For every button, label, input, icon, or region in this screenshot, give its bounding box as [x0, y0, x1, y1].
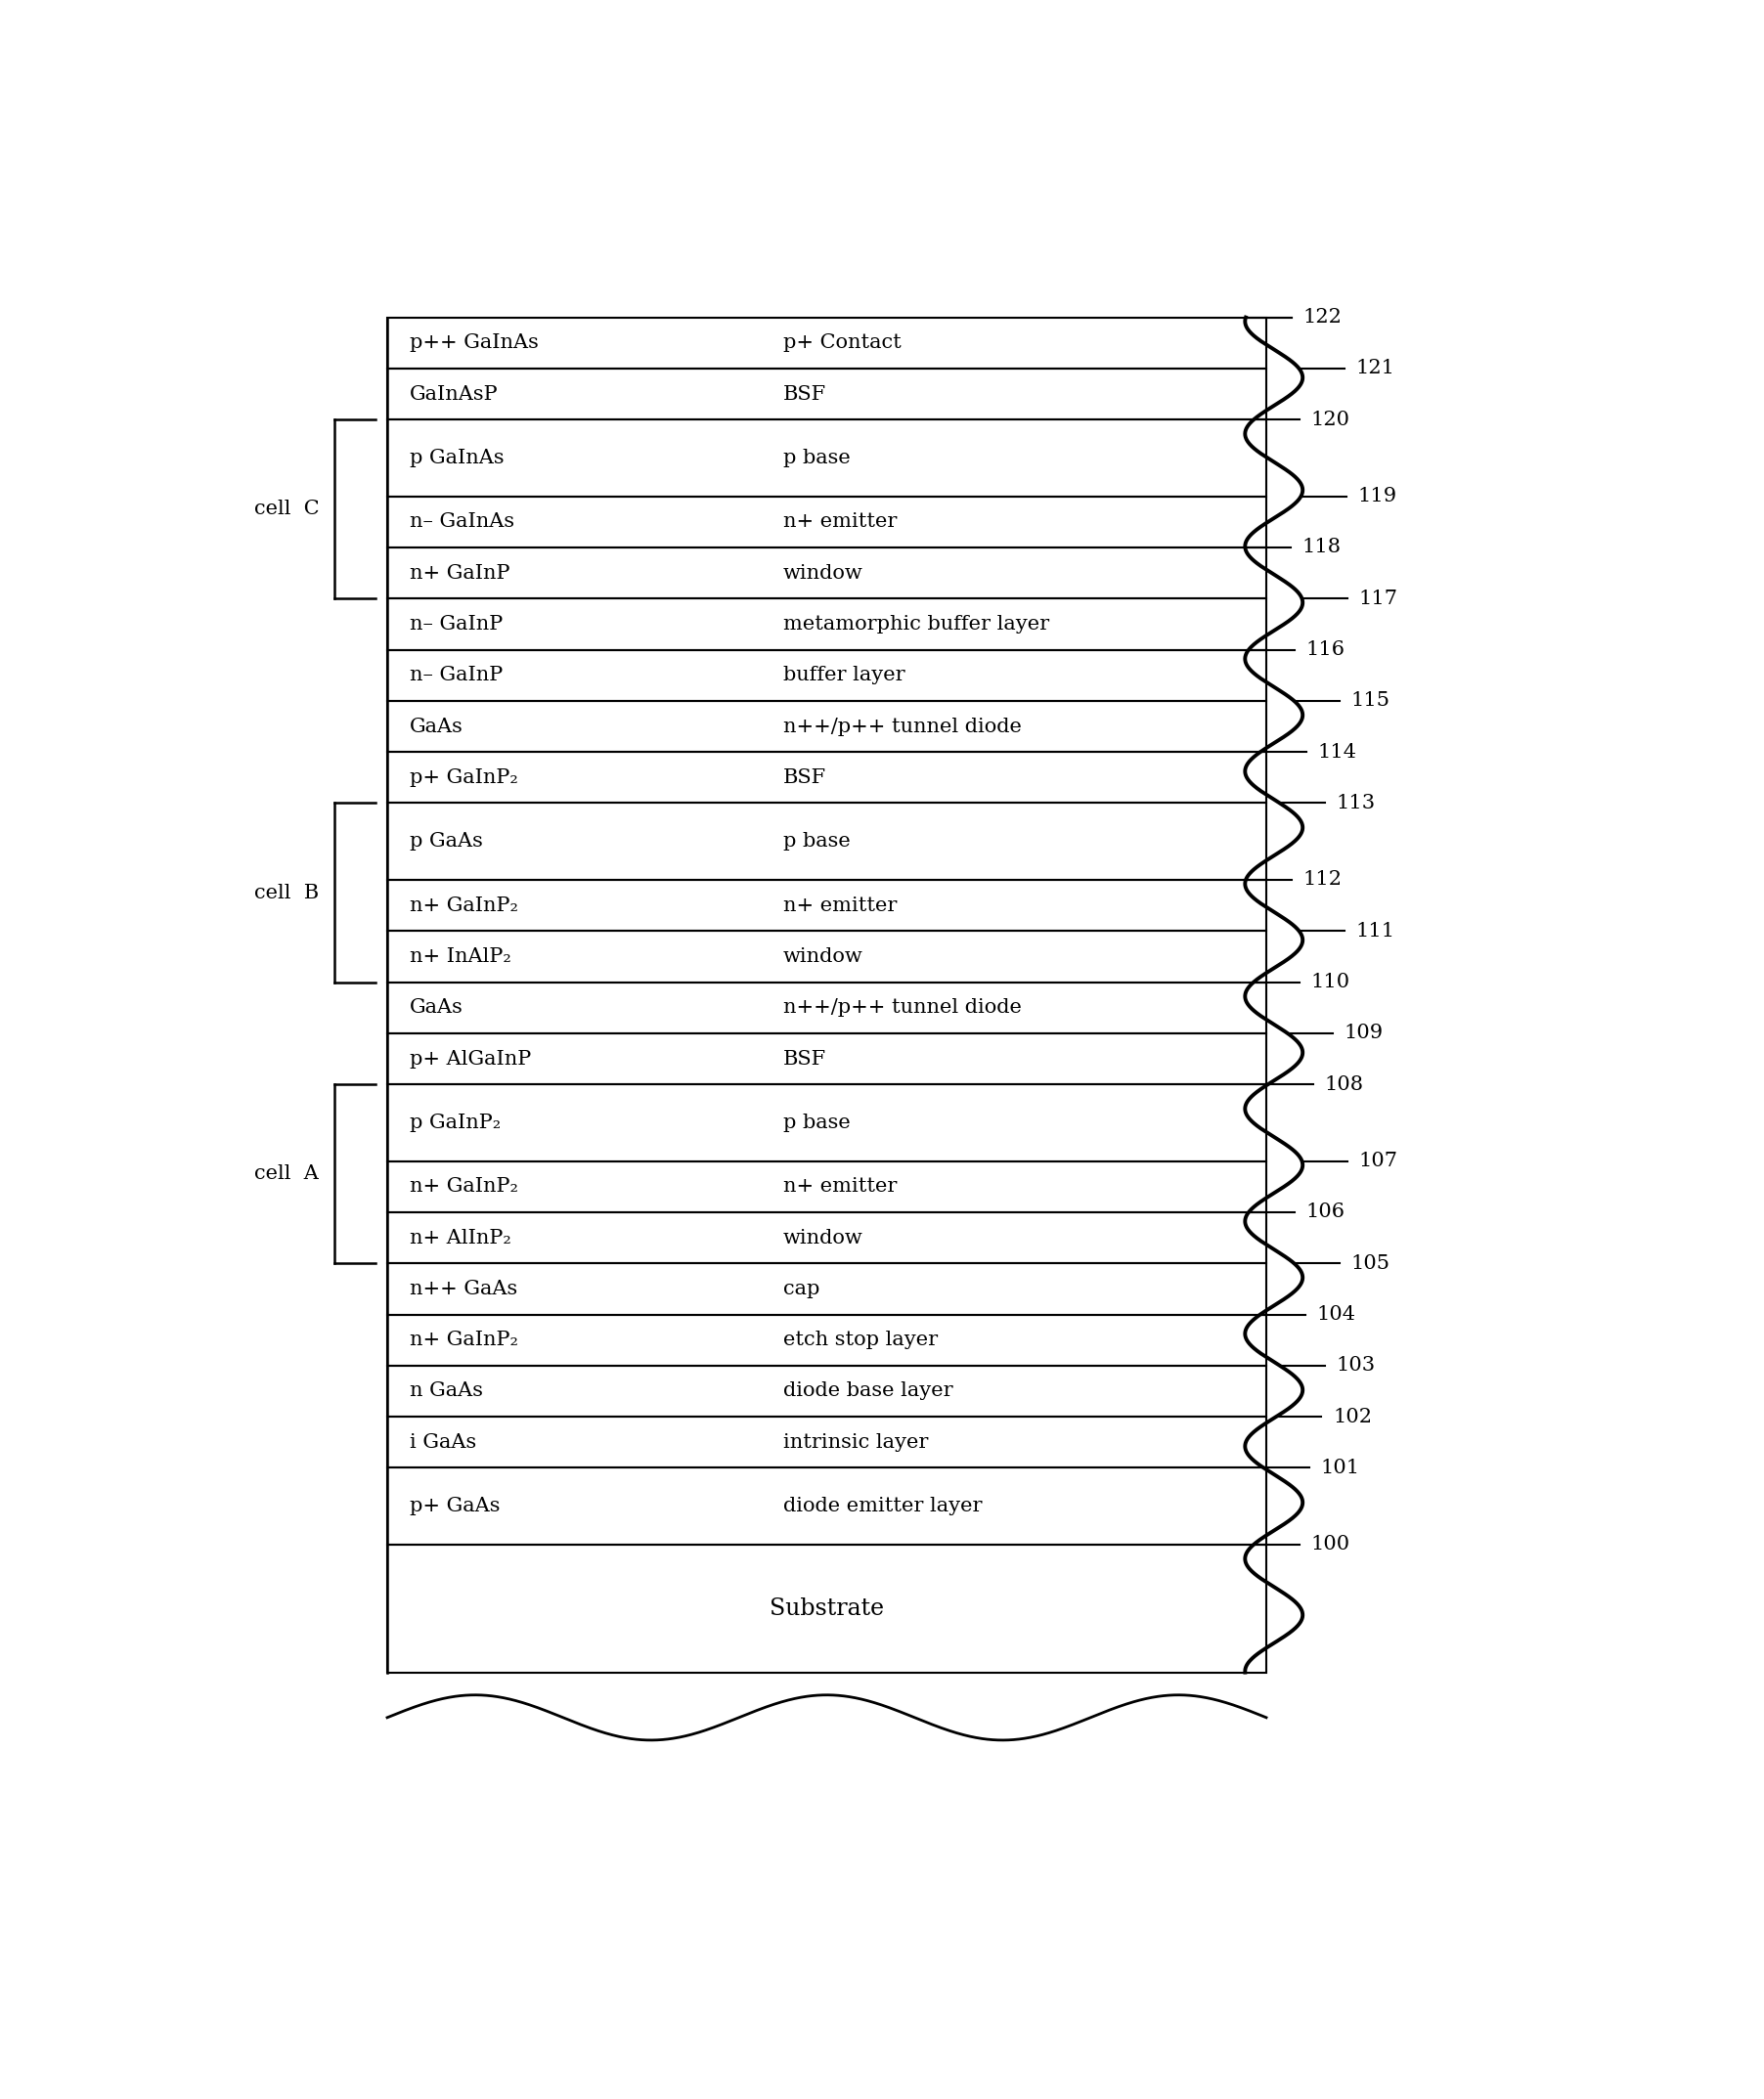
Text: p base: p base — [783, 449, 850, 468]
Text: GaAs: GaAs — [409, 999, 464, 1016]
Text: n– GaInP: n– GaInP — [409, 615, 503, 634]
Text: 100: 100 — [1311, 1534, 1349, 1553]
Text: 119: 119 — [1358, 487, 1397, 506]
Text: window: window — [783, 1228, 863, 1247]
Text: 111: 111 — [1357, 921, 1395, 940]
Text: i GaAs: i GaAs — [409, 1434, 476, 1453]
Text: cap: cap — [783, 1280, 818, 1297]
Text: 120: 120 — [1311, 409, 1349, 428]
Text: n+ GaInP₂: n+ GaInP₂ — [409, 896, 519, 915]
Bar — [388, 701, 1267, 751]
Text: 109: 109 — [1344, 1024, 1383, 1043]
Text: 118: 118 — [1302, 537, 1341, 556]
Text: p+ Contact: p+ Contact — [783, 334, 901, 353]
Text: 121: 121 — [1357, 359, 1395, 378]
Text: BSF: BSF — [783, 1050, 826, 1068]
Bar — [388, 1161, 1267, 1213]
Text: p+ GaInP₂: p+ GaInP₂ — [409, 768, 519, 787]
Text: 117: 117 — [1358, 590, 1397, 609]
Text: etch stop layer: etch stop layer — [783, 1331, 937, 1350]
Text: n+ emitter: n+ emitter — [783, 512, 896, 531]
Text: 112: 112 — [1302, 871, 1342, 890]
Text: cell  C: cell C — [254, 500, 319, 518]
Bar — [388, 420, 1267, 495]
Text: intrinsic layer: intrinsic layer — [783, 1434, 928, 1453]
Bar — [388, 548, 1267, 598]
Bar — [388, 1033, 1267, 1085]
Bar — [388, 879, 1267, 932]
Bar — [388, 369, 1267, 420]
Text: n++/p++ tunnel diode: n++/p++ tunnel diode — [783, 999, 1021, 1016]
Text: 116: 116 — [1305, 640, 1344, 659]
Bar — [388, 1417, 1267, 1467]
Bar — [388, 1314, 1267, 1366]
Text: n+ GaInP: n+ GaInP — [409, 565, 510, 581]
Bar — [388, 1545, 1267, 1673]
Text: Substrate: Substrate — [769, 1597, 884, 1620]
Text: p+ GaAs: p+ GaAs — [409, 1497, 501, 1515]
Text: p GaInP₂: p GaInP₂ — [409, 1112, 501, 1131]
Text: n+ GaInP₂: n+ GaInP₂ — [409, 1331, 519, 1350]
Text: p+ AlGaInP: p+ AlGaInP — [409, 1050, 531, 1068]
Bar — [388, 1467, 1267, 1545]
Text: GaAs: GaAs — [409, 718, 464, 737]
Text: 103: 103 — [1337, 1356, 1376, 1375]
Text: n+ GaInP₂: n+ GaInP₂ — [409, 1178, 519, 1196]
Text: n GaAs: n GaAs — [409, 1381, 483, 1400]
Bar — [388, 932, 1267, 982]
Bar — [388, 804, 1267, 879]
Bar — [388, 598, 1267, 651]
Text: n+ emitter: n+ emitter — [783, 1178, 896, 1196]
Text: window: window — [783, 565, 863, 581]
Text: n+ emitter: n+ emitter — [783, 896, 896, 915]
Text: 104: 104 — [1318, 1306, 1357, 1324]
Text: diode base layer: diode base layer — [783, 1381, 953, 1400]
Text: n++ GaAs: n++ GaAs — [409, 1280, 519, 1297]
Text: BSF: BSF — [783, 384, 826, 403]
Text: p GaInAs: p GaInAs — [409, 449, 505, 468]
Text: 114: 114 — [1318, 743, 1357, 762]
Text: 101: 101 — [1319, 1459, 1360, 1478]
Bar — [388, 1213, 1267, 1264]
Text: n+ AlInP₂: n+ AlInP₂ — [409, 1228, 512, 1247]
Bar — [388, 495, 1267, 548]
Text: diode emitter layer: diode emitter layer — [783, 1497, 983, 1515]
Text: cell  B: cell B — [254, 884, 319, 903]
Text: 105: 105 — [1351, 1253, 1390, 1272]
Bar — [388, 1085, 1267, 1161]
Text: n++/p++ tunnel diode: n++/p++ tunnel diode — [783, 718, 1021, 737]
Text: p GaAs: p GaAs — [409, 831, 483, 850]
Text: p base: p base — [783, 831, 850, 850]
Bar — [388, 651, 1267, 701]
Text: cell  A: cell A — [254, 1165, 319, 1184]
Text: p++ GaInAs: p++ GaInAs — [409, 334, 540, 353]
Bar — [388, 1264, 1267, 1314]
Text: 102: 102 — [1334, 1408, 1372, 1425]
Bar — [388, 1366, 1267, 1417]
Text: 110: 110 — [1311, 972, 1349, 991]
Text: metamorphic buffer layer: metamorphic buffer layer — [783, 615, 1050, 634]
Bar — [388, 751, 1267, 804]
Text: 122: 122 — [1302, 309, 1342, 327]
Text: 115: 115 — [1351, 691, 1390, 709]
Text: n– GaInP: n– GaInP — [409, 665, 503, 684]
Bar — [388, 982, 1267, 1033]
Text: 106: 106 — [1305, 1203, 1344, 1222]
Text: 107: 107 — [1358, 1152, 1397, 1171]
Text: 113: 113 — [1337, 793, 1376, 812]
Text: 108: 108 — [1325, 1075, 1364, 1094]
Bar — [388, 317, 1267, 369]
Text: p base: p base — [783, 1112, 850, 1131]
Text: BSF: BSF — [783, 768, 826, 787]
Text: buffer layer: buffer layer — [783, 665, 905, 684]
Text: n+ InAlP₂: n+ InAlP₂ — [409, 947, 512, 966]
Text: window: window — [783, 947, 863, 966]
Text: GaInAsP: GaInAsP — [409, 384, 499, 403]
Text: n– GaInAs: n– GaInAs — [409, 512, 515, 531]
